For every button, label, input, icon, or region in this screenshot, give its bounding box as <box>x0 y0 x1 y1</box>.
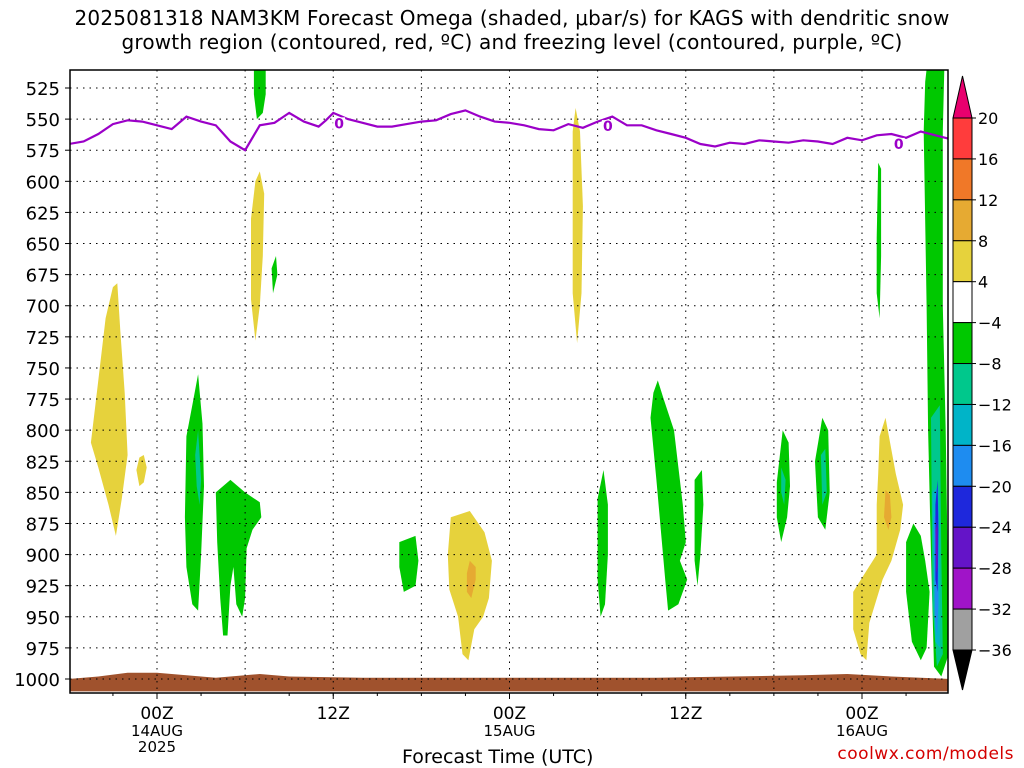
y-tick-label: 775 <box>26 390 60 411</box>
omega-region <box>781 467 786 505</box>
x-tick-date: 14AUG <box>131 722 183 740</box>
y-tick-label: 850 <box>26 483 60 504</box>
omega-region <box>884 489 892 530</box>
colorbar-swatch <box>952 403 973 446</box>
y-tick-label: 650 <box>26 235 60 256</box>
colorbar-swatch <box>952 199 973 242</box>
colorbar-label: −20 <box>978 477 1012 496</box>
omega-region <box>694 470 704 586</box>
x-tick-label: 12Z <box>669 704 702 724</box>
colorbar-label: 4 <box>978 273 988 292</box>
y-tick-label: 625 <box>26 203 60 224</box>
omega-region <box>597 470 608 617</box>
colorbar-legend: 20 16 12 8 4 −4 −8 −12 −16 −20 −24 −28 −32 −36 <box>952 75 1012 691</box>
contour-label-background <box>892 137 905 152</box>
x-tick-label: 00Z <box>493 704 526 724</box>
omega-region <box>650 380 688 611</box>
colorbar-label: 16 <box>978 150 998 169</box>
x-tick-date: 16AUG <box>836 722 888 740</box>
y-tick-label: 975 <box>26 639 60 660</box>
chart-title: 2025081318 NAM3KM Forecast Omega (shaded… <box>74 6 950 54</box>
omega-region <box>876 162 882 319</box>
colorbar-swatch <box>952 281 973 324</box>
omega-region <box>195 430 202 505</box>
y-tick-label: 600 <box>26 172 60 193</box>
plot-background <box>70 70 948 693</box>
freezing-level-label: 0 <box>334 116 344 132</box>
omega-region <box>253 70 266 120</box>
omega-region <box>136 455 147 487</box>
x-tick-label: 00Z <box>140 704 173 724</box>
omega-region <box>466 560 476 599</box>
colorbar-swatch <box>952 322 973 365</box>
omega-region <box>853 417 904 661</box>
omega-shading <box>70 69 1016 692</box>
y-tick-label: 575 <box>26 141 60 162</box>
freezing-level-label: 0 <box>603 119 613 135</box>
omega-region <box>90 283 128 536</box>
colorbar-label: 8 <box>978 232 988 251</box>
freezing-level-contour: 0 0 0 <box>70 109 948 153</box>
contour-label-background <box>601 120 614 135</box>
omega-region <box>271 256 278 294</box>
colorbar-swatch <box>952 444 973 487</box>
y-tick-label: 800 <box>26 421 60 442</box>
colorbar-bottom-arrow <box>952 649 973 691</box>
colorbar-label: −12 <box>978 395 1012 414</box>
y-tick-label: 825 <box>26 452 60 473</box>
colorbar-label: −24 <box>978 518 1012 537</box>
y-tick-label: 675 <box>26 266 60 287</box>
colorbar-label: 20 <box>978 109 998 128</box>
omega-region <box>906 523 930 661</box>
colorbar-swatch <box>952 158 973 201</box>
colorbar-label: −28 <box>978 559 1012 578</box>
colorbar-label: −32 <box>978 600 1012 619</box>
x-tick-label: 00Z <box>845 704 878 724</box>
colorbar-swatch <box>952 608 973 651</box>
y-tick-label: 700 <box>26 297 60 318</box>
y-tick-label: 875 <box>26 514 60 535</box>
omega-region <box>399 535 419 592</box>
y-tick-label: 925 <box>26 577 60 598</box>
y-tick-label: 725 <box>26 328 60 349</box>
x-tick-date: 15AUG <box>484 722 536 740</box>
colorbar-swatch <box>952 526 973 569</box>
contour-label-background <box>333 117 346 132</box>
colorbar-swatch <box>952 363 973 405</box>
colorbar-label: 12 <box>978 191 998 210</box>
y-tick-label: 900 <box>26 546 60 567</box>
omega-region <box>251 171 265 341</box>
colorbar-label: −8 <box>978 355 1002 374</box>
y-tick-label: 550 <box>26 110 60 131</box>
colorbar-label: −4 <box>978 314 1002 333</box>
colorbar-swatch <box>952 485 973 528</box>
y-tick-label: 950 <box>26 608 60 629</box>
omega-region <box>923 70 948 677</box>
x-tick-year: 2025 <box>138 738 176 756</box>
omega-region <box>1012 69 1016 106</box>
colorbar-swatch <box>952 117 973 160</box>
watermark-text: coolwx.com/models <box>837 744 1014 764</box>
y-tick-label: 525 <box>26 79 60 100</box>
omega-region <box>1003 69 1016 206</box>
colorbar-label: −16 <box>978 436 1012 455</box>
x-axis-label: Forecast Time (UTC) <box>402 746 594 768</box>
colorbar-top-arrow <box>952 75 973 119</box>
omega-region <box>820 448 827 505</box>
colorbar-swatch <box>952 240 973 283</box>
omega-region <box>215 479 262 636</box>
y-tick-label: 750 <box>26 359 60 380</box>
y-tick-label: 1000 <box>14 670 60 691</box>
omega-region <box>935 523 938 574</box>
freezing-level-label: 0 <box>894 137 904 153</box>
pressure-axis: 525 550 575 600 625 650 675 700 725 750 775 800 825 8… <box>14 79 70 691</box>
x-tick-label: 12Z <box>317 704 350 724</box>
freezing-level-line <box>70 109 948 152</box>
colorbar-label: −36 <box>978 641 1012 660</box>
colorbar-swatch <box>952 567 973 610</box>
omega-region <box>999 132 1008 207</box>
omega-region <box>572 107 583 344</box>
